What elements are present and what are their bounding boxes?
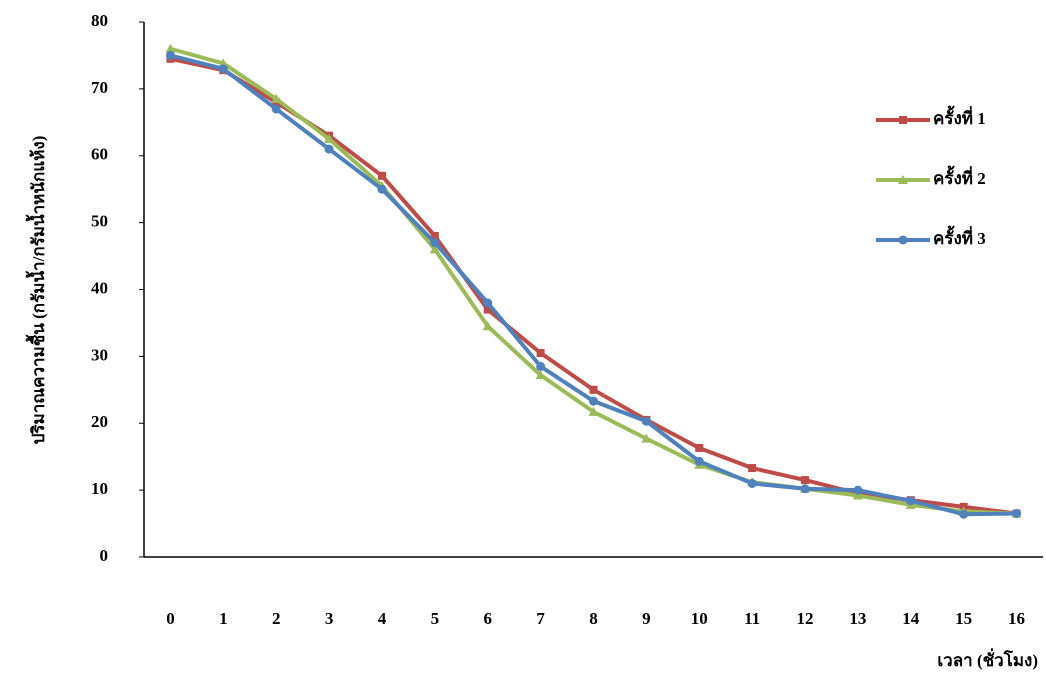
marker <box>430 238 439 247</box>
marker <box>219 64 228 73</box>
x-tick-label: 11 <box>744 609 760 628</box>
y-tick-label: 10 <box>91 479 108 498</box>
marker <box>899 236 908 245</box>
y-tick-label: 20 <box>91 412 108 431</box>
x-tick-label: 14 <box>902 609 920 628</box>
marker <box>536 362 545 371</box>
x-tick-label: 2 <box>272 609 281 628</box>
x-tick-label: 3 <box>325 609 334 628</box>
x-tick-label: 12 <box>797 609 814 628</box>
marker <box>377 185 386 194</box>
marker <box>801 476 809 484</box>
x-tick-label: 1 <box>219 609 228 628</box>
y-tick-label: 80 <box>91 11 108 30</box>
x-tick-label: 6 <box>483 609 492 628</box>
x-tick-label: 10 <box>691 609 708 628</box>
x-tick-label: 15 <box>955 609 972 628</box>
marker <box>537 349 545 357</box>
marker <box>695 457 704 466</box>
series-line <box>170 55 1016 514</box>
x-tick-label: 0 <box>166 609 175 628</box>
legend-label: ครั้งที่ 3 <box>933 225 986 248</box>
x-tick-label: 4 <box>378 609 387 628</box>
marker <box>1012 509 1021 518</box>
x-tick-label: 9 <box>642 609 651 628</box>
x-tick-label: 7 <box>536 609 545 628</box>
y-axis-label: ปริมาณความชื้น (กรัมน้ำ/กรัมน้ำหนักแห้ง) <box>25 136 48 445</box>
y-tick-label: 30 <box>91 345 108 364</box>
y-tick-label: 0 <box>100 546 109 565</box>
marker <box>642 417 651 426</box>
marker <box>483 298 492 307</box>
chart: ปริมาณความชื้น (กรัมน้ำ/กรัมน้ำหนักแห้ง)… <box>0 0 1046 675</box>
marker <box>166 51 175 60</box>
marker <box>748 479 757 488</box>
marker <box>325 145 334 154</box>
marker <box>378 172 386 180</box>
legend-label: ครั้งที่ 1 <box>933 105 986 128</box>
x-axis-label: เวลา (ชั่วโมง) <box>937 648 1038 670</box>
marker <box>272 104 281 113</box>
legend-label: ครั้งที่ 2 <box>933 165 986 188</box>
marker <box>959 510 968 519</box>
marker <box>853 486 862 495</box>
y-tick-label: 70 <box>91 78 108 97</box>
marker <box>695 444 703 452</box>
marker <box>801 484 810 493</box>
marker <box>899 116 907 124</box>
x-tick-label: 13 <box>849 609 866 628</box>
marker <box>590 386 598 394</box>
marker <box>589 397 598 406</box>
x-tick-label: 5 <box>431 609 440 628</box>
y-tick-label: 60 <box>91 145 108 164</box>
y-tick-label: 40 <box>91 278 108 297</box>
marker <box>748 464 756 472</box>
x-tick-label: 16 <box>1008 609 1025 628</box>
y-tick-label: 50 <box>91 212 108 231</box>
x-tick-label: 8 <box>589 609 598 628</box>
page: ปริมาณความชื้น (กรัมน้ำ/กรัมน้ำหนักแห้ง)… <box>0 0 1046 675</box>
marker <box>906 496 915 505</box>
